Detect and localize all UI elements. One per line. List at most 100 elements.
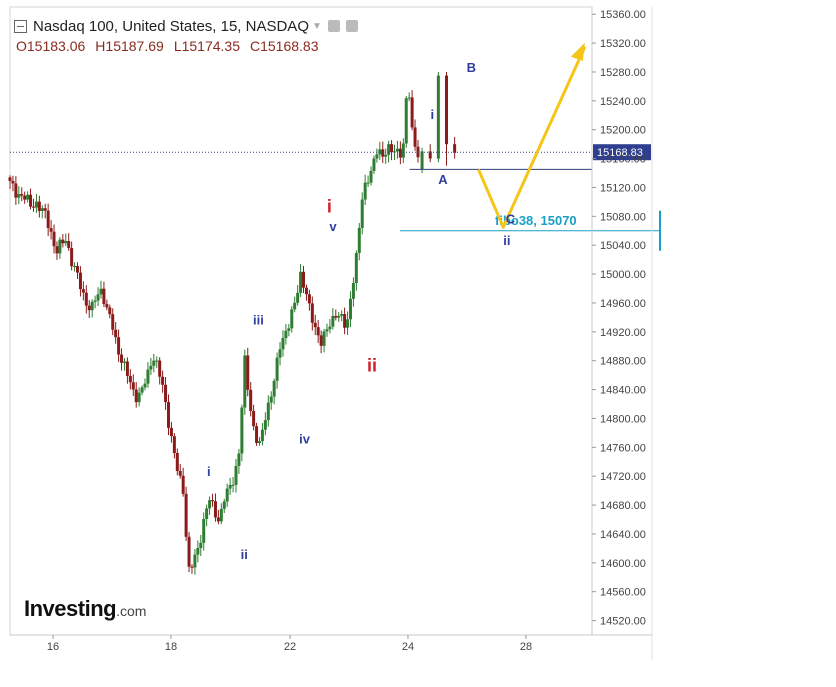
candle-body — [78, 272, 82, 290]
candle-body — [445, 75, 448, 145]
candle-body — [137, 392, 141, 403]
y-tick-label: 14840.00 — [600, 385, 646, 397]
candle-body — [354, 253, 358, 283]
candle-body — [31, 206, 35, 208]
y-tick-label: 14800.00 — [600, 413, 646, 425]
candle-body — [416, 146, 420, 158]
candle-body — [199, 542, 203, 549]
candle-body — [128, 375, 132, 383]
candle-body — [228, 485, 232, 489]
candle-body — [23, 195, 27, 200]
candle-body — [211, 500, 215, 502]
candle-body — [275, 357, 279, 381]
candle-body — [357, 227, 361, 254]
candle-body — [49, 228, 53, 232]
candle-body — [184, 493, 188, 537]
candle-body — [384, 154, 388, 157]
y-tick-label: 15360.00 — [600, 9, 646, 21]
candle-body — [181, 475, 185, 494]
candle-body — [99, 288, 103, 295]
candle-body — [304, 287, 308, 295]
current-price-box — [593, 144, 651, 161]
candle-body — [161, 376, 165, 385]
candle-body — [40, 208, 44, 212]
settings-icon[interactable] — [327, 20, 340, 32]
current-price-label: 15168.83 — [597, 147, 643, 159]
y-tick-label: 14640.00 — [600, 529, 646, 541]
wave-label: v — [329, 219, 337, 234]
candle-body — [90, 301, 94, 311]
candle-body — [325, 329, 329, 332]
candle-body — [284, 330, 288, 339]
collapse-icon[interactable] — [14, 19, 27, 33]
wave-label: iv — [299, 432, 311, 447]
logo-suffix: .com — [116, 603, 147, 619]
candle-body — [331, 315, 335, 327]
candle-body — [81, 289, 85, 293]
open-value: O15183.06 — [16, 38, 86, 54]
candle-body — [158, 360, 162, 377]
candle-body — [257, 441, 261, 443]
chart-header: Nasdaq 100, United States, 15, NASDAQ ▼ — [14, 16, 358, 36]
candle-body — [64, 240, 68, 244]
candle-body — [252, 410, 256, 427]
chart-title[interactable]: Nasdaq 100, United States, 15, NASDAQ — [33, 17, 309, 35]
candle-body — [131, 382, 135, 390]
candle-body — [87, 305, 91, 311]
chevron-down-icon[interactable]: ▼ — [311, 20, 322, 32]
y-tick-label: 14920.00 — [600, 327, 646, 339]
candle-body — [263, 420, 267, 430]
candle-body — [219, 508, 223, 522]
candle-body — [175, 452, 179, 471]
candle-body — [166, 402, 170, 428]
candle-body — [58, 239, 62, 254]
wave-label: ii — [367, 356, 377, 376]
y-tick-label: 14720.00 — [600, 471, 646, 483]
candle-body — [343, 314, 347, 328]
candle-body — [287, 328, 291, 331]
candle-body — [375, 154, 379, 159]
x-tick-label: 24 — [402, 641, 414, 653]
low-value: L15174.35 — [173, 38, 240, 54]
candle-body — [420, 151, 424, 170]
candle-body — [73, 266, 77, 268]
wave-label: C — [506, 212, 516, 227]
candle-body — [37, 201, 41, 212]
candle-body — [369, 170, 373, 183]
candle-body — [187, 536, 191, 567]
candle-body — [234, 465, 238, 485]
wave-label: i — [327, 197, 332, 217]
candle-body — [216, 517, 220, 522]
y-tick-label: 14760.00 — [600, 442, 646, 454]
candle-body — [428, 151, 432, 159]
y-tick-label: 14520.00 — [600, 616, 646, 628]
candle-body — [243, 355, 247, 408]
y-tick-label: 14560.00 — [600, 587, 646, 599]
logo-brand: Investing — [24, 596, 117, 621]
projection-path — [477, 46, 587, 229]
y-tick-label: 14960.00 — [600, 298, 646, 310]
candle-body — [363, 182, 367, 200]
candle-body — [337, 315, 341, 318]
candle-body — [319, 335, 323, 346]
candle-body — [20, 194, 24, 196]
wave-label: ii — [241, 547, 248, 562]
candle-body — [401, 143, 405, 158]
candle-body — [366, 182, 370, 184]
candle-body — [340, 314, 344, 316]
y-tick-label: 14680.00 — [600, 500, 646, 512]
candle-body — [381, 149, 385, 157]
candle-body — [149, 365, 153, 370]
wave-label: B — [467, 60, 476, 75]
candle-body — [246, 355, 250, 390]
gear-icon[interactable] — [345, 20, 358, 32]
candle-body — [93, 300, 97, 302]
y-tick-label: 15200.00 — [600, 125, 646, 137]
candle-body — [213, 501, 217, 518]
candle-body — [302, 271, 306, 288]
candle-body — [11, 180, 15, 184]
candle-body — [76, 266, 80, 273]
candle-body — [196, 548, 200, 555]
candle-body — [351, 282, 355, 299]
